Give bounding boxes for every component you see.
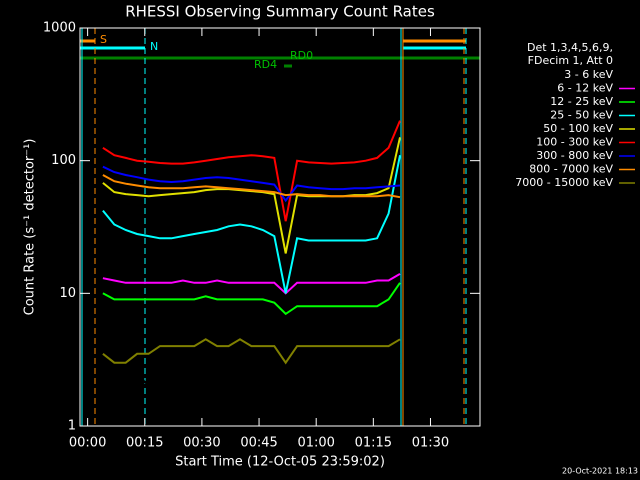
x-axis-label: Start Time (12-Oct-05 23:59:02) xyxy=(175,455,385,470)
legend-header: FDecim 1, Att 0 xyxy=(528,54,613,67)
legend-label: 100 - 300 keV xyxy=(536,136,613,149)
series-line xyxy=(102,165,401,203)
annotation: S xyxy=(100,33,107,46)
legend-label: 12 - 25 keV xyxy=(550,95,613,108)
legend-label: 3 - 6 keV xyxy=(564,68,613,81)
legend-header: Det 1,3,4,5,6,9, xyxy=(527,41,613,54)
x-tick-label: 00:00 xyxy=(69,436,106,451)
x-tick-label: 01:00 xyxy=(297,436,334,451)
y-tick-label: 1000 xyxy=(43,21,76,36)
series-line xyxy=(102,174,401,199)
legend-label: 7000 - 15000 keV xyxy=(515,176,613,189)
legend-label: 25 - 50 keV xyxy=(550,109,613,122)
series-line xyxy=(102,338,401,365)
plot-frame xyxy=(79,27,481,427)
footer: 20-Oct-2021 18:13 xyxy=(562,467,638,476)
x-tick-label: 00:45 xyxy=(240,436,277,451)
y-tick-label: 100 xyxy=(51,153,76,168)
annotation: RD0 xyxy=(290,49,313,62)
legend-label: 300 - 800 keV xyxy=(536,149,613,162)
series-line xyxy=(102,361,401,405)
series-line xyxy=(102,282,401,316)
y-tick-label: 10 xyxy=(59,286,76,301)
annotation: RD4 xyxy=(254,58,277,71)
x-tick-label: 01:15 xyxy=(355,436,392,451)
x-tick-label: 01:30 xyxy=(412,436,449,451)
chart-title: RHESSI Observing Summary Count Rates xyxy=(125,3,435,21)
y-tick-label: 1 xyxy=(68,419,76,434)
x-tick-label: 00:15 xyxy=(126,436,163,451)
series-line xyxy=(102,273,401,295)
legend-label: 50 - 100 keV xyxy=(543,122,613,135)
series-line xyxy=(102,120,401,222)
legend-label: 800 - 7000 keV xyxy=(529,163,613,176)
x-tick-label: 00:30 xyxy=(183,436,220,451)
series-line xyxy=(102,155,401,294)
legend-label: 6 - 12 keV xyxy=(557,82,613,95)
y-axis-label: Count Rate (s⁻¹ detector⁻¹) xyxy=(23,139,38,316)
annotation: N xyxy=(150,40,158,53)
